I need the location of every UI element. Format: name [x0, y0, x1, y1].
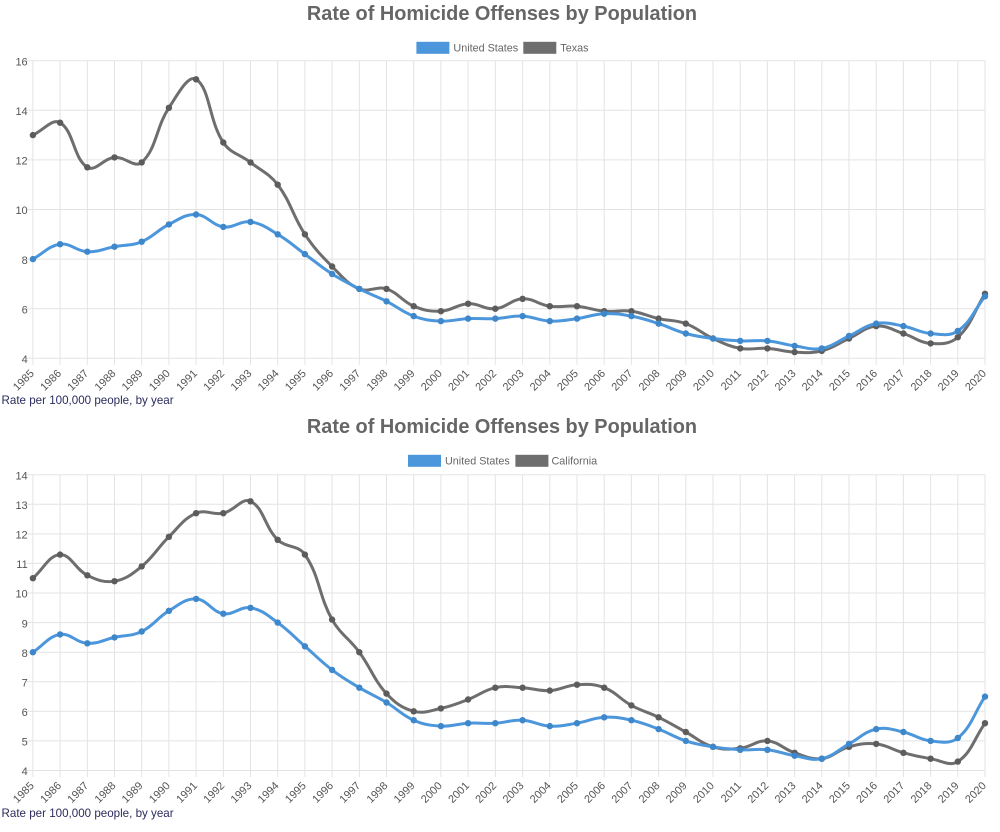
- svg-text:2004: 2004: [528, 780, 554, 806]
- svg-text:2019: 2019: [936, 780, 962, 806]
- svg-text:1995: 1995: [283, 368, 309, 394]
- svg-text:1989: 1989: [120, 368, 146, 394]
- svg-text:1995: 1995: [283, 780, 309, 806]
- svg-text:6: 6: [22, 707, 28, 719]
- svg-text:Rate of Homicide Offenses by P: Rate of Homicide Offenses by Population: [307, 416, 697, 438]
- svg-text:2000: 2000: [419, 780, 445, 806]
- svg-text:2005: 2005: [555, 368, 581, 394]
- svg-text:1985: 1985: [11, 368, 37, 394]
- svg-text:16: 16: [15, 56, 27, 68]
- svg-text:California: California: [552, 456, 598, 468]
- svg-text:1990: 1990: [147, 780, 173, 806]
- svg-text:2017: 2017: [882, 368, 908, 394]
- svg-text:1985: 1985: [11, 780, 37, 806]
- svg-text:Rate of Homicide Offenses by P: Rate of Homicide Offenses by Population: [307, 3, 697, 25]
- svg-text:12: 12: [15, 156, 27, 168]
- svg-text:2009: 2009: [664, 368, 690, 394]
- svg-text:2005: 2005: [555, 780, 581, 806]
- svg-text:United States: United States: [445, 456, 510, 468]
- svg-text:2018: 2018: [909, 780, 935, 806]
- svg-text:2011: 2011: [719, 368, 744, 393]
- svg-text:1996: 1996: [310, 368, 336, 394]
- svg-text:2016: 2016: [854, 368, 880, 394]
- svg-text:Texas: Texas: [560, 43, 589, 55]
- svg-text:2012: 2012: [746, 780, 772, 806]
- svg-text:1990: 1990: [147, 368, 173, 394]
- svg-text:4: 4: [22, 354, 28, 366]
- svg-text:2008: 2008: [637, 780, 663, 806]
- svg-text:10: 10: [15, 589, 27, 601]
- svg-text:2015: 2015: [827, 780, 853, 806]
- svg-text:1994: 1994: [256, 780, 282, 806]
- svg-text:7: 7: [22, 678, 28, 690]
- svg-text:5: 5: [22, 737, 28, 749]
- svg-text:1993: 1993: [229, 780, 255, 806]
- svg-text:2014: 2014: [800, 780, 826, 806]
- svg-text:8: 8: [22, 648, 28, 660]
- svg-text:1989: 1989: [120, 780, 146, 806]
- svg-text:2012: 2012: [746, 368, 772, 394]
- svg-text:14: 14: [15, 470, 27, 482]
- svg-text:United States: United States: [453, 43, 518, 55]
- svg-text:2020: 2020: [963, 368, 989, 394]
- svg-text:2002: 2002: [473, 780, 499, 806]
- svg-text:2001: 2001: [446, 368, 472, 394]
- svg-text:1997: 1997: [337, 368, 363, 394]
- svg-text:6: 6: [22, 304, 28, 316]
- svg-text:13: 13: [15, 500, 27, 512]
- svg-text:11: 11: [16, 559, 27, 571]
- svg-text:1998: 1998: [365, 368, 391, 394]
- svg-text:1986: 1986: [38, 780, 64, 806]
- svg-text:2013: 2013: [773, 780, 799, 806]
- svg-text:2010: 2010: [691, 368, 717, 394]
- svg-text:1988: 1988: [93, 368, 119, 394]
- svg-text:9: 9: [22, 618, 28, 630]
- svg-text:2004: 2004: [528, 368, 554, 394]
- svg-text:8: 8: [22, 255, 28, 267]
- svg-text:2003: 2003: [501, 368, 527, 394]
- svg-text:2019: 2019: [936, 368, 962, 394]
- svg-text:2006: 2006: [582, 780, 608, 806]
- svg-text:2003: 2003: [501, 780, 527, 806]
- svg-text:1999: 1999: [392, 368, 418, 394]
- svg-text:2013: 2013: [773, 368, 799, 394]
- svg-text:1998: 1998: [365, 780, 391, 806]
- svg-text:14: 14: [15, 106, 27, 118]
- svg-text:Rate per 100,000 people, by ye: Rate per 100,000 people, by year: [2, 394, 174, 407]
- svg-text:1991: 1991: [174, 368, 200, 394]
- svg-text:1996: 1996: [310, 780, 336, 806]
- svg-text:2001: 2001: [446, 780, 472, 806]
- svg-text:4: 4: [22, 766, 28, 778]
- svg-text:12: 12: [15, 530, 27, 542]
- svg-text:2002: 2002: [473, 368, 499, 394]
- svg-text:1987: 1987: [65, 780, 91, 806]
- svg-text:2020: 2020: [963, 780, 989, 806]
- svg-text:2015: 2015: [827, 368, 853, 394]
- svg-text:2014: 2014: [800, 368, 826, 394]
- svg-text:1993: 1993: [229, 368, 255, 394]
- svg-text:2016: 2016: [854, 780, 880, 806]
- svg-text:2006: 2006: [582, 368, 608, 394]
- svg-text:2018: 2018: [909, 368, 935, 394]
- svg-text:1986: 1986: [38, 368, 64, 394]
- svg-text:1994: 1994: [256, 368, 282, 394]
- svg-text:2009: 2009: [664, 780, 690, 806]
- svg-text:2011: 2011: [719, 780, 744, 805]
- svg-text:1992: 1992: [201, 780, 227, 806]
- svg-text:1988: 1988: [93, 780, 119, 806]
- svg-text:1999: 1999: [392, 780, 418, 806]
- svg-text:2017: 2017: [882, 780, 908, 806]
- svg-text:1991: 1991: [174, 780, 200, 806]
- svg-text:Rate per 100,000 people, by ye: Rate per 100,000 people, by year: [2, 807, 174, 820]
- svg-text:2007: 2007: [610, 780, 636, 806]
- svg-text:2000: 2000: [419, 368, 445, 394]
- svg-text:2010: 2010: [691, 780, 717, 806]
- svg-text:2007: 2007: [610, 368, 636, 394]
- svg-text:2008: 2008: [637, 368, 663, 394]
- svg-text:1997: 1997: [337, 780, 363, 806]
- svg-text:1987: 1987: [65, 368, 91, 394]
- svg-text:1992: 1992: [201, 368, 227, 394]
- svg-text:10: 10: [15, 205, 27, 217]
